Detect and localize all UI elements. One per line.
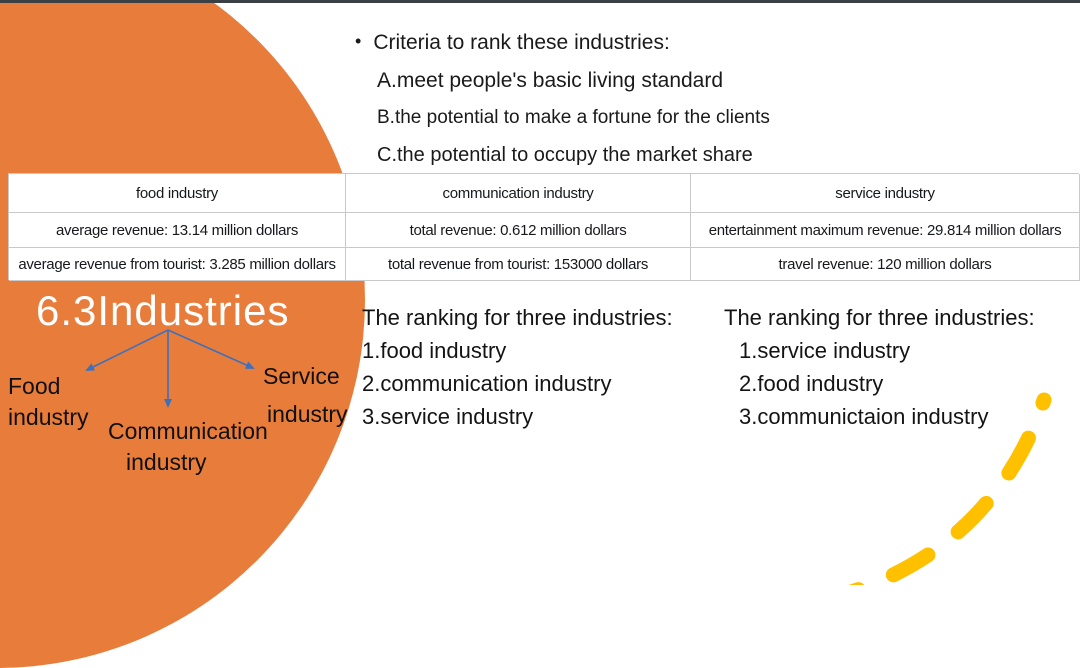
- table-header-service: service industry: [691, 174, 1080, 213]
- criteria-header: • Criteria to rank these industries:: [355, 31, 670, 55]
- criteria-item-b: B.the potential to make a fortune for th…: [377, 107, 770, 128]
- branch-label-service-line2: industry: [267, 401, 348, 427]
- table-cell-communication-row1: total revenue: 0.612 million dollars: [346, 213, 691, 248]
- ranking-list-1: The ranking for three industries: 1.food…: [362, 301, 673, 433]
- table-cell-service-row1: entertainment maximum revenue: 29.814 mi…: [691, 213, 1080, 248]
- ranking-2-header: The ranking for three industries:: [724, 305, 1035, 330]
- table-cell-communication-row2: total revenue from tourist: 153000 dolla…: [346, 248, 691, 281]
- branch-food-line1: Food: [8, 373, 61, 399]
- criteria-item-a: A.meet people's basic living standard: [377, 69, 724, 92]
- industry-comparison-table: food industry communication industry ser…: [8, 173, 1080, 281]
- branch-label-food: Food industry: [8, 371, 89, 433]
- ranking-1-item-2: 2.communication industry: [362, 371, 612, 396]
- ranking-1-item-1: 1.food industry: [362, 338, 507, 363]
- branch-label-communication-line2: industry: [126, 449, 207, 475]
- branch-label-service-line1: Service: [263, 363, 340, 389]
- slide-title: 6.3Industries: [36, 287, 290, 334]
- table-cell-food-row2: average revenue from tourist: 3.285 mill…: [9, 248, 346, 281]
- ranking-2-item-2: 2.food industry: [739, 371, 884, 396]
- ranking-2-item-1: 1.service industry: [739, 338, 911, 363]
- branch-food-line2: industry: [8, 404, 89, 430]
- ranking-2-item-3: 3.communictaion industry: [739, 404, 989, 429]
- ranking-list-2: The ranking for three industries: 1.serv…: [724, 301, 1035, 433]
- top-border-bar: [0, 0, 1080, 3]
- ranking-1-header: The ranking for three industries:: [362, 305, 673, 330]
- bullet-icon: •: [355, 31, 362, 51]
- table-header-food: food industry: [9, 174, 346, 213]
- criteria-item-c: C.the potential to occupy the market sha…: [377, 144, 753, 166]
- table-header-communication: communication industry: [346, 174, 691, 213]
- table-cell-service-row2: travel revenue: 120 million dollars: [691, 248, 1080, 281]
- branch-label-communication-line1: Communication: [108, 418, 268, 444]
- table-cell-food-row1: average revenue: 13.14 million dollars: [9, 213, 346, 248]
- criteria-header-text: Criteria to rank these industries:: [373, 31, 670, 54]
- ranking-1-item-3: 3.service industry: [362, 404, 534, 429]
